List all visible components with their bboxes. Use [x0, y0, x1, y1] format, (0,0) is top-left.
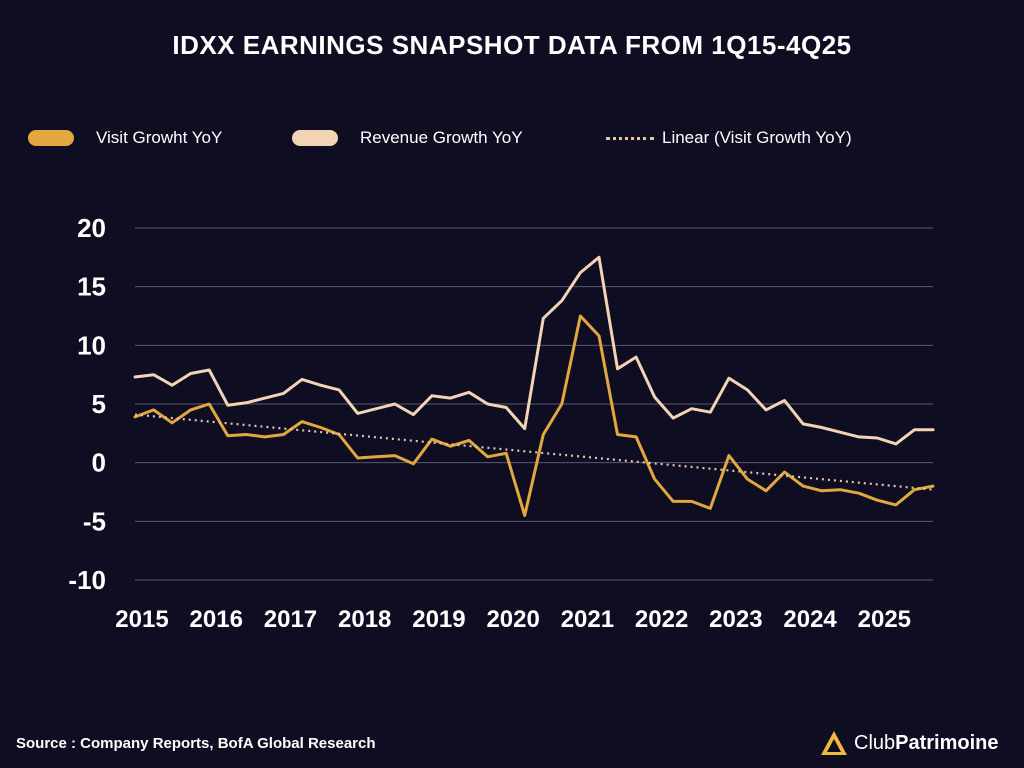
x-tick-label: 2022: [635, 606, 688, 633]
brand: ClubPatrimoine: [820, 730, 999, 756]
legend-swatch-revenue: [292, 130, 338, 146]
legend-item-linear: Linear (Visit Growth YoY): [606, 118, 852, 158]
source-note: Source : Company Reports, BofA Global Re…: [16, 735, 376, 752]
y-tick-label: 5: [92, 389, 106, 419]
legend-label-linear: Linear (Visit Growth YoY): [662, 128, 852, 147]
x-tick-label: 2015: [115, 606, 168, 633]
y-tick-label: 10: [77, 330, 106, 360]
legend-label-revenue: Revenue Growth YoY: [360, 128, 523, 147]
legend-label-visit: Visit Growht YoY: [96, 128, 223, 147]
brand-name: ClubPatrimoine: [854, 732, 999, 755]
y-tick-label: 0: [92, 448, 106, 478]
x-tick-label: 2021: [561, 606, 614, 633]
brand-name-part2: Patrimoine: [895, 731, 999, 754]
chart-title: IDXX EARNINGS SNAPSHOT DATA FROM 1Q15-4Q…: [172, 30, 852, 60]
legend-swatch-linear: [606, 136, 654, 140]
x-tick-label: 2020: [486, 606, 539, 633]
x-tick-label: 2016: [190, 606, 243, 633]
x-tick-label: 2017: [264, 606, 317, 633]
brand-logo-icon: [821, 731, 847, 755]
trendline-linear-visit-growth: [134, 413, 934, 491]
x-tick-label: 2024: [783, 606, 837, 633]
x-tick-label: 2025: [858, 606, 911, 633]
series-line-revenue-growth: [133, 255, 935, 446]
y-tick-label: 15: [77, 272, 106, 302]
x-tick-label: 2019: [412, 606, 465, 633]
x-tick-label: 2018: [338, 606, 391, 633]
y-tick-label: 20: [77, 213, 106, 243]
legend-item-revenue: Revenue Growth YoY: [292, 118, 523, 158]
y-tick-label: -10: [68, 565, 106, 595]
brand-name-part1: Club: [854, 731, 896, 754]
legend-item-visit: Visit Growht YoY: [28, 118, 222, 158]
legend-swatch-visit: [28, 130, 74, 146]
series-line-visit-growth: [133, 314, 935, 517]
x-tick-label: 2023: [709, 606, 762, 633]
y-tick-label: -5: [83, 506, 106, 536]
legend: Visit Growht YoY Revenue Growth YoY Line…: [0, 118, 1024, 158]
